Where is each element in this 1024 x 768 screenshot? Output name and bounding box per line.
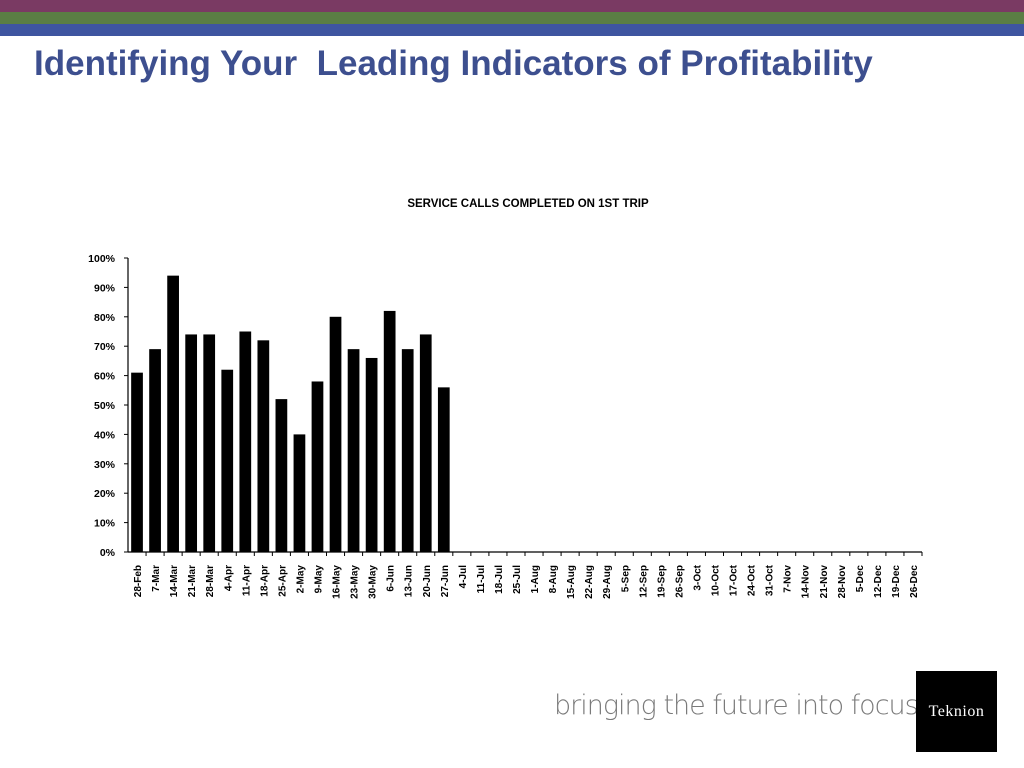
x-tick-label: 5-Sep [620,565,631,592]
x-tick-label: 23-May [350,565,361,599]
slide-title: Identifying Your Leading Indicators of P… [34,44,873,83]
x-tick-label: 27-Jun [440,565,451,597]
bar-14-Mar [167,275,179,552]
y-axis: 0% 10% 20% 30% 40% 50% 60% 70% 80% 90% 100% [88,253,129,559]
x-tick-label: 19-Sep [656,565,667,598]
x-tick-label: 20-Jun [422,565,433,597]
x-tick-label: 5-Dec [855,565,866,593]
x-tick-label: 25-Jul [512,565,523,594]
bar-30-May [365,357,378,552]
x-tick-label: 15-Aug [566,565,577,599]
x-tick-label: 14-Nov [801,565,812,599]
x-tick-label: 16-May [332,565,343,599]
y-tick-label: 20% [94,488,116,500]
x-tick-label: 28-Feb [133,565,144,597]
x-tick-label: 14-Mar [169,565,180,597]
x-tick-label: 25-Apr [277,565,288,597]
x-tick-label: 26-Sep [674,565,685,598]
x-tick-label: 12-Sep [638,565,649,598]
y-tick-label: 60% [94,371,116,383]
bar-20-Jun [419,334,432,552]
header-stripe-top [0,0,1024,12]
x-tick-label: 12-Dec [873,565,884,598]
bar-7-Mar [149,349,161,552]
bars [131,275,450,552]
x-tick-label: 31-Oct [765,564,776,596]
bar-27-Jun [437,387,450,552]
bar-23-May [347,349,360,552]
x-tick-label: 30-May [368,565,379,599]
x-tick-label: 28-Mar [205,565,216,597]
x-axis: 28-Feb 7-Mar 14-Mar 21-Mar 28-Mar 4-Apr 11-Apr… [128,551,923,599]
x-tick-label: 2-May [295,565,306,594]
bar-13-Jun [401,349,414,552]
x-tick-label: 9-May [313,565,324,594]
x-tick-label: 11-Jul [476,565,487,594]
y-tick-label: 10% [94,518,116,530]
chart-title: SERVICE CALLS COMPLETED ON 1ST TRIP [407,198,649,210]
x-tick-label: 4-Jul [458,565,469,589]
x-tick-label: 4-Apr [223,565,234,591]
teknion-logo: Teknion [916,671,997,752]
y-tick-label: 50% [94,400,116,412]
bar-6-Jun [383,310,396,552]
x-tick-label: 7-Mar [151,565,162,592]
x-tick-label: 13-Jun [404,565,415,597]
bar-25-Apr [275,399,288,552]
y-tick-label: 40% [94,429,116,441]
x-tick-label: 6-Jun [386,565,397,592]
bar-11-Apr [239,331,252,552]
y-tick-label: 0% [100,547,116,559]
x-tick-label: 10-Oct [710,564,721,596]
bar-28-Mar [203,334,216,552]
bar-18-Apr [257,340,270,552]
y-tick-label: 90% [94,282,116,294]
x-tick-label: 8-Aug [548,565,559,593]
logo-text: Teknion [928,702,985,720]
bar-9-May [311,381,324,552]
x-tick-label: 3-Oct [692,564,703,590]
x-tick-label: 22-Aug [584,565,595,599]
y-tick-label: 100% [88,253,116,265]
x-tick-label: 18-Apr [259,565,270,597]
y-tick-label: 80% [94,312,116,324]
tagline: bringing the future into focus [554,690,919,721]
x-tick-label: 21-Mar [187,565,198,597]
x-tick-label: 11-Apr [241,565,252,596]
x-tick-label: 29-Aug [602,565,613,599]
x-tick-label: 24-Oct [747,564,758,596]
x-tick-label: 17-Oct [729,564,740,596]
y-tick-label: 70% [94,341,116,353]
x-tick-label: 21-Nov [819,565,830,599]
bar-16-May [329,316,342,552]
header-stripe-middle [0,12,1024,24]
bar-28-Feb [131,372,143,552]
x-tick-label: 28-Nov [837,565,848,599]
x-tick-label: 7-Nov [783,565,794,593]
y-tick-label: 30% [94,459,116,471]
header-stripe-bottom [0,24,1024,36]
x-tick-label: 18-Jul [494,565,505,594]
bar-2-May [293,434,306,552]
bar-4-Apr [221,369,234,552]
x-tick-label: 26-Dec [909,565,920,598]
bar-21-Mar [185,334,198,552]
x-tick-label: 19-Dec [891,565,902,598]
x-tick-label: 1-Aug [530,565,541,593]
